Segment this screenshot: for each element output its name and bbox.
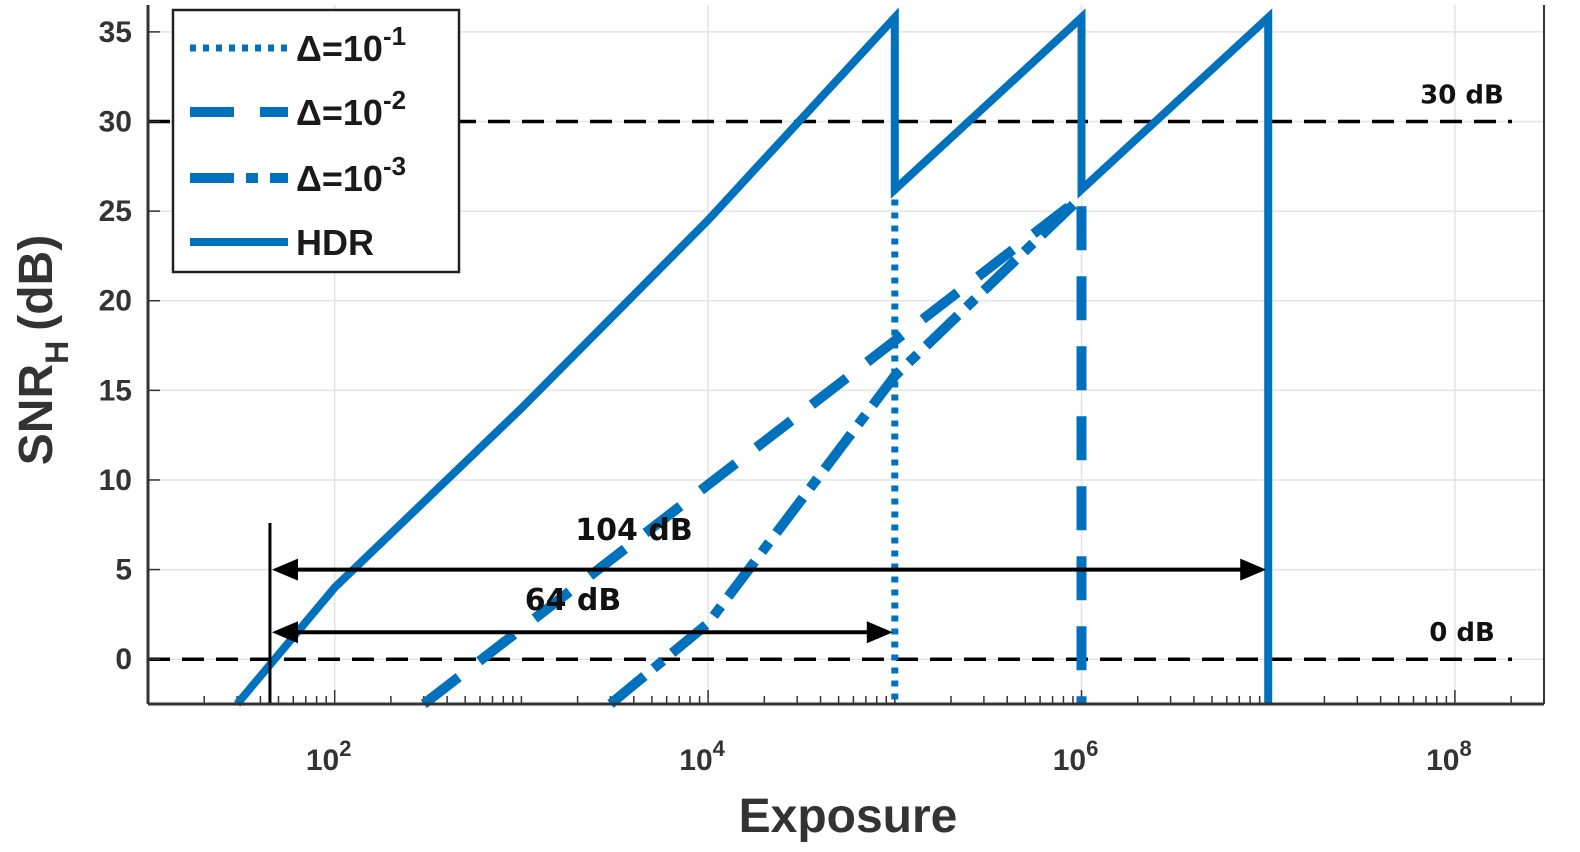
legend-label: Δ=10-1 — [296, 21, 406, 69]
y-tick-labels: 0 5 10 15 20 25 30 35 — [99, 16, 160, 676]
legend-label: Δ=10-3 — [296, 151, 406, 199]
y-tick-label: 5 — [115, 554, 132, 587]
y-tick-label: 10 — [99, 464, 132, 497]
range-arrow-head-left — [271, 558, 298, 581]
annotations: 104 dB 64 dB — [268, 513, 1267, 704]
x-axis-title: Exposure — [739, 790, 958, 843]
series-lines — [234, 7, 1273, 708]
y-tick-label: 25 — [99, 195, 132, 228]
reference-line-label: 0 dB — [1429, 618, 1495, 648]
range-arrow-head-right — [866, 621, 893, 644]
x-tick-label: 104 — [679, 736, 725, 777]
x-tick-label: 108 — [1426, 736, 1472, 777]
y-tick-label: 0 — [115, 643, 132, 676]
reference-line-label: 30 dB — [1420, 81, 1504, 111]
y-axis-title-unit: (dB) — [10, 235, 63, 331]
range-arrow-head-right — [1240, 558, 1267, 581]
range-label: 64 dB — [525, 583, 622, 618]
range-arrow-head-left — [271, 621, 298, 644]
y-tick-label: 35 — [99, 16, 132, 49]
range-label: 104 dB — [575, 513, 692, 548]
x-tick-label: 106 — [1053, 736, 1099, 777]
reference-lines: 30 dB 0 dB — [148, 81, 1512, 661]
x-tick-labels: 102 104 106 108 — [306, 736, 1472, 777]
legend-label: HDR — [296, 222, 374, 263]
y-tick-label: 15 — [99, 374, 132, 407]
legend-label: Δ=10-2 — [296, 85, 406, 133]
y-tick-label: 30 — [99, 106, 132, 139]
legend: Δ=10-1 Δ=10-2 Δ=10-3 HDR — [171, 8, 461, 274]
series-line-solid — [234, 7, 1273, 707]
y-axis-title-main: SNR — [10, 364, 63, 465]
y-axis-title-sub: H — [39, 341, 75, 364]
y-axis-title: SNRH (dB) — [10, 235, 75, 465]
legend-box — [171, 8, 461, 274]
x-tick-label: 102 — [306, 736, 352, 777]
y-tick-label: 20 — [99, 285, 132, 318]
series-line-dashdot — [607, 193, 1085, 708]
